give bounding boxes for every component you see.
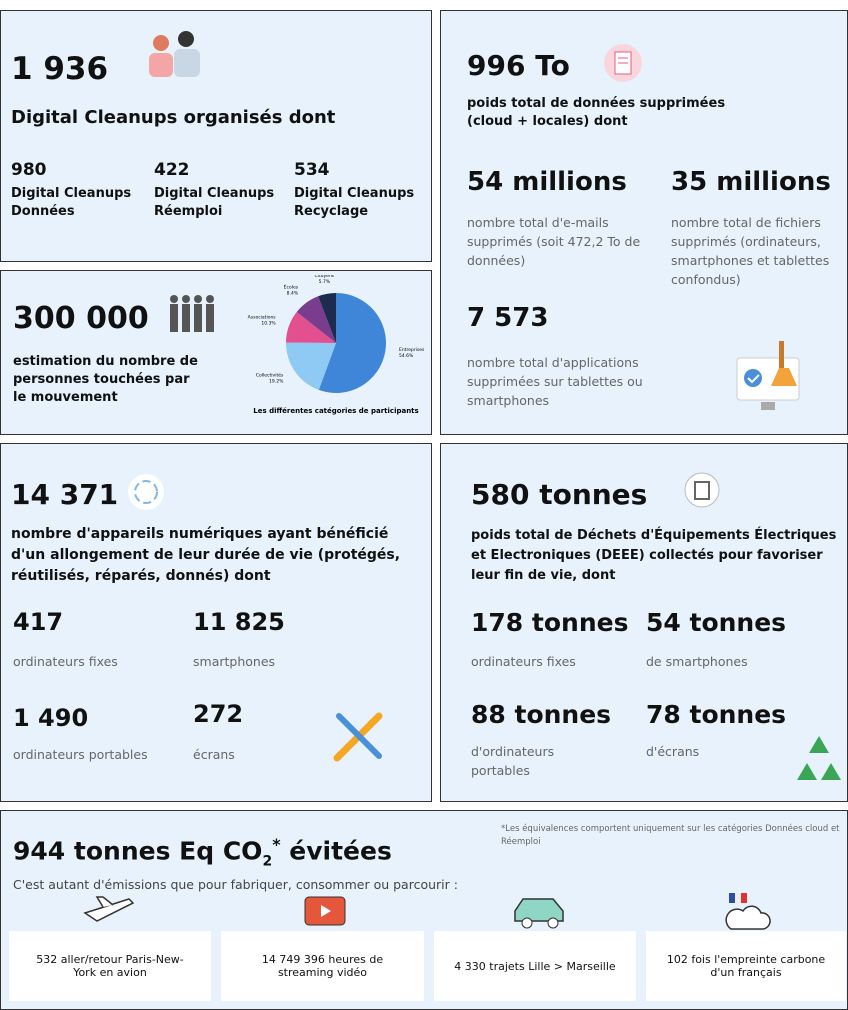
label: poids total de Déchets d'Équipements Éle… (471, 526, 841, 586)
item-value: 417 (13, 608, 63, 636)
video-icon (301, 893, 349, 929)
page: 1 936 Digital Cleanups organisés dont 98… (0, 0, 848, 1010)
item-label: écrans (193, 745, 235, 764)
item-value: 11 825 (193, 608, 285, 636)
item-label: Digital Cleanups Données (11, 185, 141, 221)
item-label: d'écrans (646, 742, 699, 761)
crowd-icon (166, 291, 216, 336)
cleanups-panel: 1 936 Digital Cleanups organisés dont 98… (0, 10, 432, 262)
item: 534 Digital Cleanups Recyclage (294, 161, 424, 221)
slice-value: 5.7% (319, 279, 331, 285)
item-label: ordinateurs portables (13, 745, 148, 764)
flag-cloud-icon (721, 891, 773, 935)
label: poids total de données supprimées (cloud… (467, 95, 767, 131)
item-label: Digital Cleanups Réemploi (154, 185, 289, 221)
item-value: 35 millions (671, 167, 831, 197)
item-value: 88 tonnes (471, 700, 611, 729)
label: nombre d'appareils numériques ayant béné… (11, 524, 421, 587)
item-value: 534 (294, 161, 424, 179)
car-icon (511, 893, 569, 931)
computer-icon (733, 336, 813, 421)
devices-panel: 14 371 nombre d'appareils numériques aya… (0, 443, 432, 802)
item-label: Digital Cleanups Recyclage (294, 185, 424, 221)
item-value: 422 (154, 161, 289, 179)
title-main: 944 tonnes Eq CO (13, 836, 262, 865)
slice-label: Entreprises (399, 347, 425, 353)
item-value: 1 490 (13, 704, 88, 732)
item-label: de smartphones (646, 652, 748, 671)
item-label: nombre total de fichiers supprimés (ordi… (671, 213, 831, 289)
item-value: 178 tonnes (471, 608, 628, 637)
item-value: 54 tonnes (646, 608, 786, 637)
item: 980 Digital Cleanups Données (11, 161, 141, 221)
item-label: nombre total d'applications supprimées s… (467, 353, 687, 410)
label: estimation du nombre de personnes touché… (13, 353, 203, 407)
doc-icon (603, 43, 643, 83)
slice-value: 54.6% (399, 353, 414, 359)
total: 1 936 (11, 51, 108, 87)
total: 14 371 (11, 478, 118, 511)
slice-value: 19.2% (269, 378, 284, 384)
equivalence-card: 102 fois l'empreinte carbone d'un frança… (646, 931, 846, 1001)
total: 996 To (467, 49, 570, 82)
bin-icon (684, 472, 720, 508)
total: 580 tonnes (471, 478, 647, 511)
item: 422 Digital Cleanups Réemploi (154, 161, 289, 221)
slice-label: Citoyens (315, 275, 335, 279)
equivalence-card: 4 330 trajets Lille > Marseille (434, 931, 636, 1001)
total: 300 000 (13, 301, 149, 336)
item-value: 272 (193, 700, 243, 728)
item-value: 980 (11, 161, 141, 179)
people-panel: 300 000 estimation du nombre de personne… (0, 270, 432, 435)
deee-panel: 580 tonnes poids total de Déchets d'Équi… (440, 443, 848, 802)
note: *Les équivalences comportent uniquement … (501, 823, 846, 849)
title: Digital Cleanups organisés dont (11, 107, 335, 128)
item-label: ordinateurs fixes (13, 652, 118, 671)
slice-value: 10.3% (261, 321, 276, 327)
title-sup: * (272, 835, 280, 854)
equivalence-card: 532 aller/retour Paris-New-York en avion (9, 931, 211, 1001)
co2-panel: 944 tonnes Eq CO2* évitées *Les équivale… (0, 810, 848, 1010)
cycle-icon (126, 472, 166, 512)
item-value: 7 573 (467, 303, 548, 333)
recycle-icon (791, 732, 847, 788)
slice-label: Écoles (284, 282, 299, 290)
slice-label: Collectivités (256, 371, 284, 378)
subtitle: C'est autant d'émissions que pour fabriq… (13, 877, 458, 892)
item-label: ordinateurs fixes (471, 652, 576, 671)
title-end: évitées (281, 836, 392, 865)
chart-title: Les différentes catégories de participan… (253, 407, 418, 415)
plane-icon (81, 891, 137, 931)
title-sub: 2 (262, 853, 272, 869)
slice-label: Associations (248, 315, 277, 321)
item-label: smartphones (193, 652, 275, 671)
item-value: 78 tonnes (646, 700, 786, 729)
item-label: d'ordinateurs portables (471, 742, 581, 780)
item-label: nombre total d'e-mails supprimés (soit 4… (467, 213, 652, 270)
equivalence-card: 14 749 396 heures de streaming vidéo (221, 931, 424, 1001)
tools-icon (329, 706, 389, 766)
slice-value: 8.4% (287, 290, 299, 296)
co2-title: 944 tonnes Eq CO2* évitées (13, 835, 392, 869)
pie-chart: Les différentes catégories de participan… (241, 275, 431, 433)
people-icon (141, 29, 211, 79)
item-value: 54 millions (467, 167, 627, 197)
data-panel: 996 To poids total de données supprimées… (440, 10, 848, 435)
